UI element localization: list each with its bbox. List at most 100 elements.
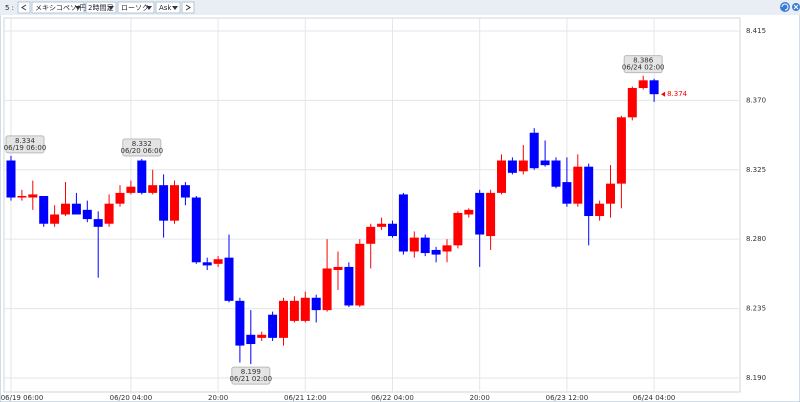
plot-area (3, 17, 741, 393)
candle-body (246, 334, 256, 345)
annotation-time: 06/19 06:00 (4, 144, 47, 152)
candle-body (333, 266, 343, 271)
candle-body (202, 262, 212, 266)
candle-body (115, 192, 125, 204)
candle-body (126, 186, 136, 193)
timeframe-select[interactable]: 2時間足 (85, 1, 117, 14)
candle-body (366, 226, 376, 244)
candle-body (409, 237, 419, 252)
toolbar-bg (0, 0, 800, 15)
last-price-marker (661, 91, 666, 97)
candle-body (464, 209, 474, 215)
next-button[interactable] (181, 1, 195, 14)
candle-body (300, 297, 310, 321)
close-button[interactable] (792, 3, 800, 11)
annotation-price: 8.386 (633, 57, 654, 65)
candle-body (453, 212, 463, 246)
annotation-time: 06/20 06:00 (121, 147, 164, 155)
candle-body (322, 268, 332, 311)
candle-body (28, 194, 38, 198)
candle-body (638, 80, 648, 89)
candle-body (257, 334, 267, 338)
candle-body (507, 160, 517, 173)
candle-body (180, 185, 190, 198)
last-price-label: 8.374 (667, 90, 688, 98)
annotation-time: 06/21 02:00 (230, 375, 273, 383)
candle-body (344, 266, 354, 306)
x-tick-label: 20:00 (470, 394, 490, 402)
y-tick-label: 8.370 (746, 96, 766, 104)
prev-button[interactable] (17, 1, 31, 14)
candle-body (93, 219, 103, 227)
candle-body (311, 297, 321, 311)
annotation-price: 8.199 (241, 368, 261, 376)
annotation-time: 06/24 02:00 (622, 64, 665, 72)
price-text: Ask (159, 4, 172, 12)
candle-body (573, 166, 583, 204)
timeframe-text: 2時間足 (88, 4, 113, 12)
y-tick-label: 8.235 (746, 305, 766, 313)
candle-body (420, 237, 430, 254)
candle-body (377, 223, 387, 227)
candle-body (627, 88, 637, 118)
candle-body (355, 243, 365, 306)
x-tick-label: 06/20 04:00 (110, 394, 153, 402)
currency-select[interactable]: メキシコペソ/円 (31, 1, 86, 14)
candle-body (170, 185, 179, 221)
candle-body (268, 314, 278, 338)
annotation-box (5, 135, 45, 154)
style-select[interactable]: ローソク (117, 1, 155, 14)
candle-body (17, 195, 27, 198)
x-tick-label: 06/24 04:00 (633, 394, 676, 402)
toolbar: 5 : メキシコペソ/円 2時間足 ローソク Ask (0, 0, 800, 15)
candle-body (606, 183, 615, 204)
window-label: 5 : (5, 4, 14, 12)
candle-body (431, 249, 441, 255)
candle-body (398, 194, 408, 252)
candle-body (475, 192, 485, 235)
x-tick-label: 20:00 (208, 394, 228, 402)
candle-body (518, 160, 528, 172)
candle-body (442, 245, 452, 252)
annotation-price: 8.334 (15, 137, 36, 145)
candle-body (191, 197, 201, 263)
annotation-box (623, 55, 663, 74)
price-select[interactable]: Ask (155, 1, 181, 14)
candle-body (50, 214, 60, 224)
candle-body (213, 259, 223, 264)
candle-body (584, 166, 594, 217)
candle-body (39, 195, 49, 224)
candle-body (224, 257, 234, 301)
x-tick-label: 06/22 04:00 (371, 394, 414, 402)
candle-body (595, 203, 605, 217)
currency-text: メキシコペソ/円 (35, 4, 86, 12)
candle-body (82, 209, 92, 220)
candle-body (235, 300, 245, 346)
candle-body (61, 203, 70, 215)
candle-body (279, 300, 288, 338)
candle-body (562, 182, 572, 204)
candle-body (289, 300, 299, 321)
refresh-button[interactable] (780, 2, 790, 12)
annotation-price: 8.332 (132, 140, 152, 148)
candle-body (497, 160, 506, 193)
candle-body (71, 203, 81, 215)
y-tick-label: 8.190 (746, 374, 766, 382)
style-text: ローソク (121, 4, 149, 12)
candle-body (148, 185, 158, 193)
candle-body (388, 223, 397, 237)
annotation-box (231, 366, 271, 385)
candle-body (6, 160, 16, 198)
y-tick-label: 8.325 (746, 166, 766, 174)
x-tick-label: 06/21 12:00 (284, 394, 327, 402)
y-tick-label: 8.415 (746, 27, 766, 35)
candle-body (551, 160, 561, 187)
candle-body (540, 160, 550, 166)
candle-body (486, 192, 496, 237)
x-tick-label: 06/19 06:00 (1, 394, 44, 402)
x-tick-label: 06/23 12:00 (546, 394, 589, 402)
candle-body (159, 185, 169, 221)
candle-body (137, 160, 147, 193)
